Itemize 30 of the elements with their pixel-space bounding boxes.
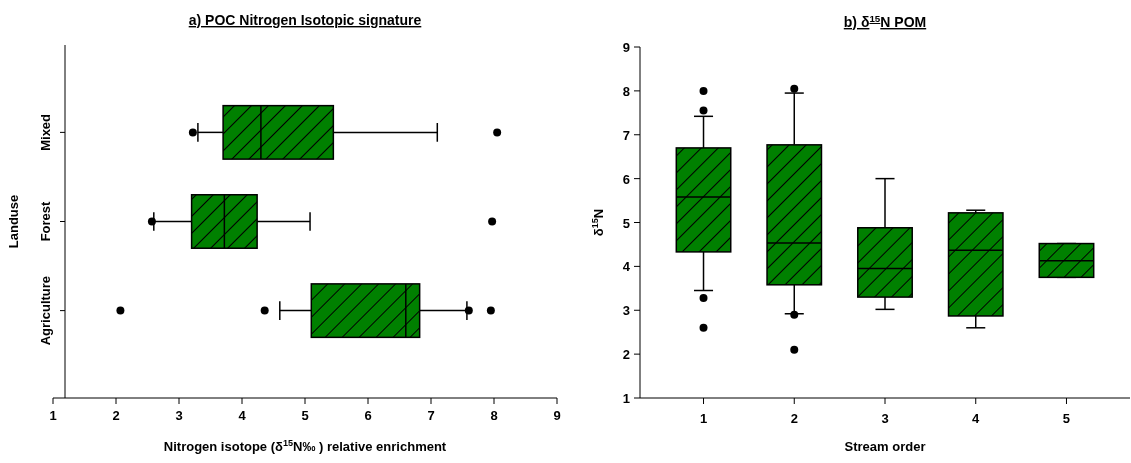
- y-tick-label: 4: [622, 259, 631, 275]
- x-tick-label: 9: [553, 408, 561, 423]
- x-tick-label: 5: [301, 408, 309, 423]
- y-tick-label: 5: [622, 215, 630, 231]
- x-tick-label: 6: [364, 408, 372, 423]
- x-tick-label: 5: [1062, 411, 1071, 426]
- y-tick-label: 2: [622, 347, 630, 363]
- y-tick-label: 9: [622, 40, 630, 55]
- y-tick-label: Forest: [38, 200, 53, 242]
- x-tick-label: 4: [238, 408, 247, 423]
- x-axis-title: Stream order: [844, 439, 926, 454]
- y-tick-label: Mixed: [38, 113, 53, 151]
- chart-title: a) POC Nitrogen Isotopic signature: [188, 12, 422, 28]
- y-tick-label: 6: [622, 171, 630, 187]
- y-tick-label: 7: [622, 127, 630, 143]
- x-tick-label: 3: [175, 408, 183, 423]
- chart-title: b) δ$^{15}$N POM: [843, 12, 927, 30]
- x-tick-label: 7: [427, 408, 435, 423]
- x-tick-label: 2: [112, 408, 120, 423]
- y-tick-label: Agriculture: [38, 275, 53, 346]
- y-axis-title: Landuse: [6, 194, 21, 249]
- y-tick-label: 8: [622, 83, 630, 99]
- x-tick-label: 8: [490, 408, 498, 423]
- x-tick-label: 2: [790, 411, 798, 426]
- x-tick-label: 4: [972, 411, 981, 426]
- y-tick-label: 3: [622, 303, 630, 319]
- y-tick-label: 1: [622, 391, 630, 406]
- x-tick-label: 1: [699, 411, 708, 426]
- x-tick-label: 3: [881, 411, 889, 426]
- x-axis-title: Nitrogen isotope (δ$^{15}$N‰ ) relative enrichment: [163, 438, 447, 454]
